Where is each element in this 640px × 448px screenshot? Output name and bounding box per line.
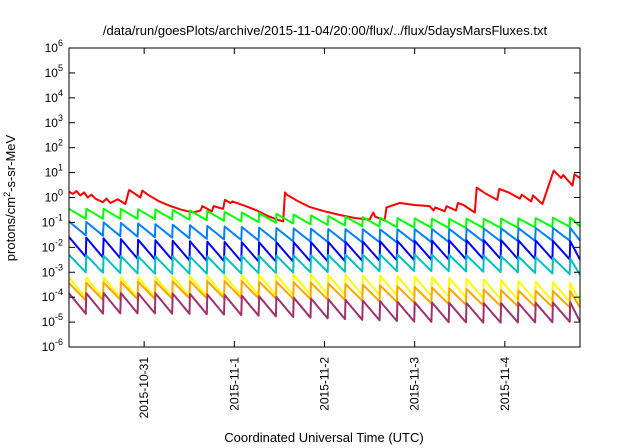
series-line-2	[68, 207, 581, 229]
x-tick-label: 2015-10-31	[137, 357, 151, 419]
series-line-5	[68, 253, 581, 276]
x-tick-label: 2015-11-3	[408, 357, 422, 411]
y-tick-label: 10-4	[42, 287, 63, 304]
y-tick-label: 103	[45, 113, 63, 130]
y-axis-label-main: protons/cm	[3, 197, 18, 261]
y-tick-label: 104	[45, 88, 63, 105]
y-axis-label: protons/cm2-s-sr-MeV	[2, 134, 18, 261]
y-axis: 10-6 10-5 10-4 10-3 10-2 10-1 100 101 102 103 104 1…	[42, 38, 580, 354]
y-tick-label: 106	[45, 38, 63, 55]
y-axis-label-rest: -s-sr-MeV	[3, 134, 18, 191]
y-tick-label: 10-2	[42, 237, 63, 254]
series-line-8	[68, 292, 581, 324]
x-axis: 2015-10-31 2015-11-1 2015-11-2 2015-11-3 201…	[137, 48, 512, 418]
series-line-1	[68, 169, 581, 223]
y-tick-label: 100	[45, 188, 63, 205]
y-axis-label-sup: 2	[2, 192, 12, 197]
y-tick-label: 10-5	[42, 312, 63, 329]
y-tick-label: 102	[45, 138, 63, 155]
series-line-3	[68, 220, 581, 244]
y-tick-label: 101	[45, 163, 63, 180]
y-tick-label: 10-3	[42, 262, 63, 279]
y-tick-label: 105	[45, 63, 63, 80]
x-tick-label: 2015-11-1	[227, 357, 241, 411]
series-layer	[68, 169, 581, 324]
x-tick-label: 2015-11-4	[498, 357, 512, 411]
x-axis-label: Coordinated Universal Time (UTC)	[224, 430, 423, 445]
x-tick-label: 2015-11-2	[318, 357, 332, 411]
chart-title: /data/run/goesPlots/archive/2015-11-04/2…	[103, 23, 548, 38]
y-tick-label: 10-1	[42, 212, 63, 229]
y-tick-label: 10-6	[42, 337, 63, 354]
